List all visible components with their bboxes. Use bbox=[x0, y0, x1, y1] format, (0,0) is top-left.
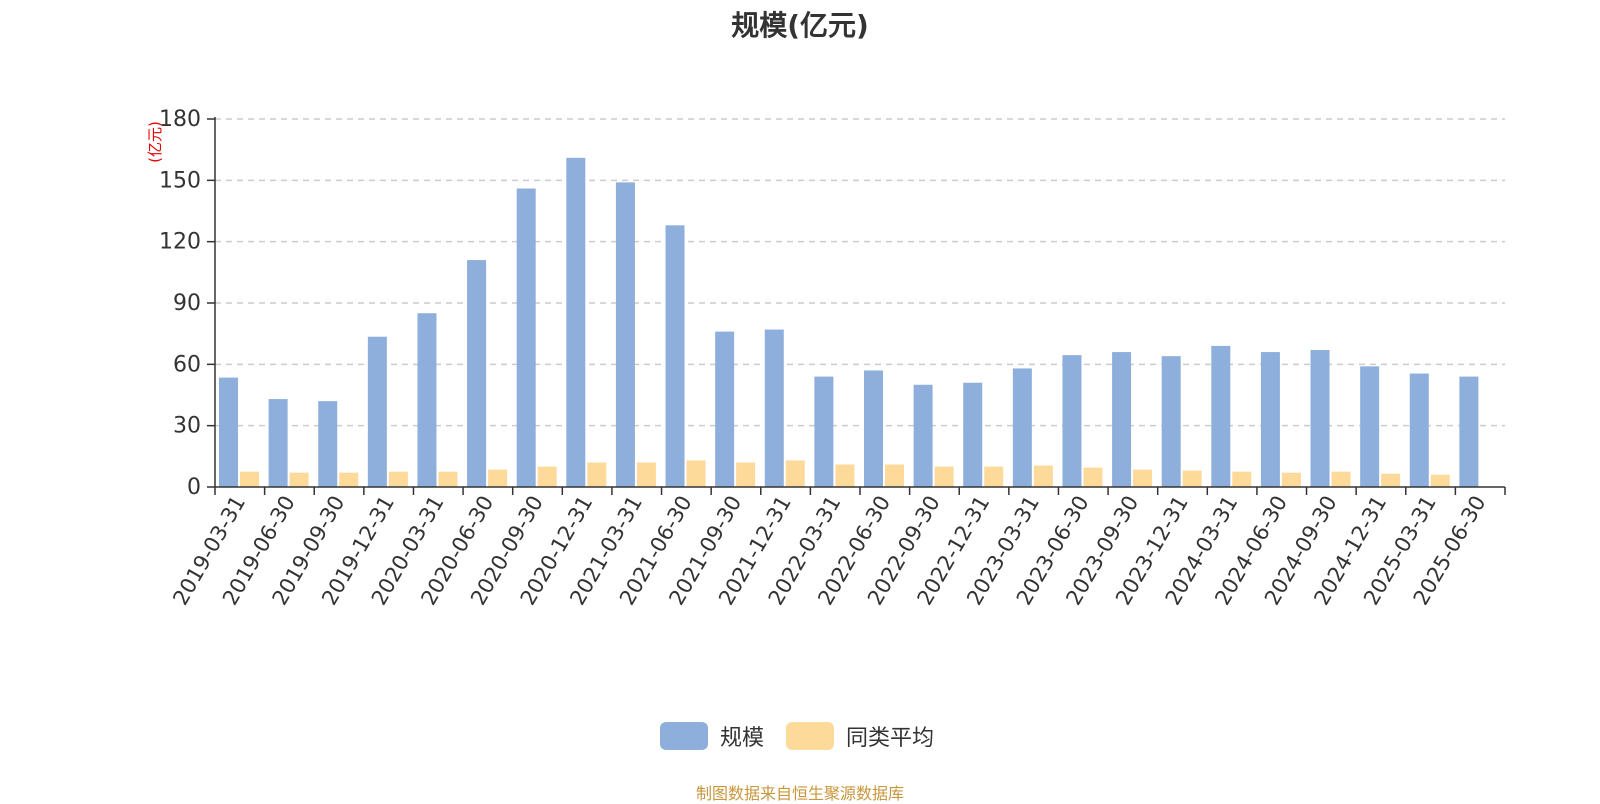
bar-peer-average bbox=[1083, 467, 1103, 487]
bar-scale bbox=[566, 157, 586, 487]
bar-peer-average bbox=[984, 466, 1004, 487]
bar-scale bbox=[516, 188, 536, 487]
bar-scale bbox=[665, 225, 685, 488]
bar-scale bbox=[1409, 373, 1429, 487]
bar-peer-average bbox=[587, 462, 607, 487]
legend-swatch-peer-average bbox=[786, 722, 835, 750]
bar-peer-average bbox=[240, 471, 259, 487]
bar-peer-average bbox=[1281, 472, 1301, 487]
bar-scale bbox=[1062, 355, 1082, 487]
bar-peer-average bbox=[339, 472, 359, 487]
bar-scale bbox=[268, 399, 288, 487]
bar-scale bbox=[1310, 350, 1330, 487]
bar-peer-average bbox=[289, 472, 309, 487]
bar-scale bbox=[615, 182, 635, 487]
legend-label-peer-average: 同类平均 bbox=[846, 726, 935, 751]
y-tick-label: 90 bbox=[173, 291, 201, 316]
axes: 03060901201501802019-03-312019-06-302019… bbox=[159, 107, 1506, 609]
bar-scale bbox=[1161, 356, 1181, 487]
bar-peer-average bbox=[1133, 469, 1153, 487]
bar-peer-average bbox=[1232, 471, 1252, 487]
bar-scale bbox=[1260, 352, 1280, 487]
y-tick-label: 0 bbox=[187, 475, 201, 500]
bar-scale bbox=[913, 384, 933, 487]
bar-peer-average bbox=[1033, 465, 1053, 487]
bar-scale bbox=[864, 370, 883, 487]
legend-item-scale[interactable]: 规模 bbox=[660, 720, 764, 752]
legend-swatch-scale bbox=[660, 722, 708, 750]
y-tick-label: 30 bbox=[173, 414, 201, 439]
bar-scale bbox=[1360, 366, 1380, 487]
source-footer: 制图数据来自恒生聚源数据库 bbox=[695, 784, 904, 803]
bar-peer-average bbox=[438, 471, 458, 487]
y-axis-unit-label: (亿元) bbox=[146, 121, 164, 163]
bar-scale bbox=[1012, 368, 1032, 487]
bar-peer-average bbox=[885, 464, 904, 487]
y-tick-label: 150 bbox=[159, 168, 201, 193]
bar-scale bbox=[1211, 345, 1231, 487]
bar-scale bbox=[417, 313, 437, 487]
y-tick-label: 180 bbox=[159, 107, 201, 132]
bar-scale bbox=[963, 382, 983, 487]
bar-scale bbox=[367, 336, 387, 487]
bar-peer-average bbox=[488, 469, 508, 487]
bar-peer-average bbox=[1381, 473, 1401, 487]
bar-scale bbox=[318, 401, 338, 487]
legend: 规模 同类平均 bbox=[660, 720, 956, 752]
y-tick-label: 60 bbox=[173, 352, 201, 377]
bar-scale bbox=[467, 260, 487, 487]
bar-scale bbox=[764, 329, 784, 487]
legend-label-scale: 规模 bbox=[720, 726, 765, 751]
bar-scale bbox=[1459, 376, 1479, 487]
y-tick-label: 120 bbox=[159, 230, 201, 255]
bar-peer-average bbox=[537, 466, 557, 487]
bar-scale bbox=[219, 377, 238, 487]
bar-peer-average bbox=[835, 464, 855, 487]
bar-peer-average bbox=[1331, 471, 1351, 487]
bar-peer-average bbox=[934, 466, 954, 487]
bars bbox=[219, 157, 1479, 488]
bar-peer-average bbox=[636, 462, 656, 487]
bar-peer-average bbox=[388, 471, 408, 487]
bar-scale bbox=[1112, 352, 1132, 487]
bar-peer-average bbox=[1182, 470, 1202, 487]
bar-peer-average bbox=[686, 460, 706, 487]
bar-peer-average bbox=[736, 462, 756, 487]
legend-item-peer-average[interactable]: 同类平均 bbox=[786, 720, 934, 752]
bar-peer-average bbox=[785, 460, 805, 487]
bar-scale bbox=[814, 376, 834, 487]
chart-title: 规模(亿元) bbox=[731, 9, 869, 42]
bar-peer-average bbox=[1430, 474, 1450, 487]
bar-scale bbox=[715, 331, 735, 487]
